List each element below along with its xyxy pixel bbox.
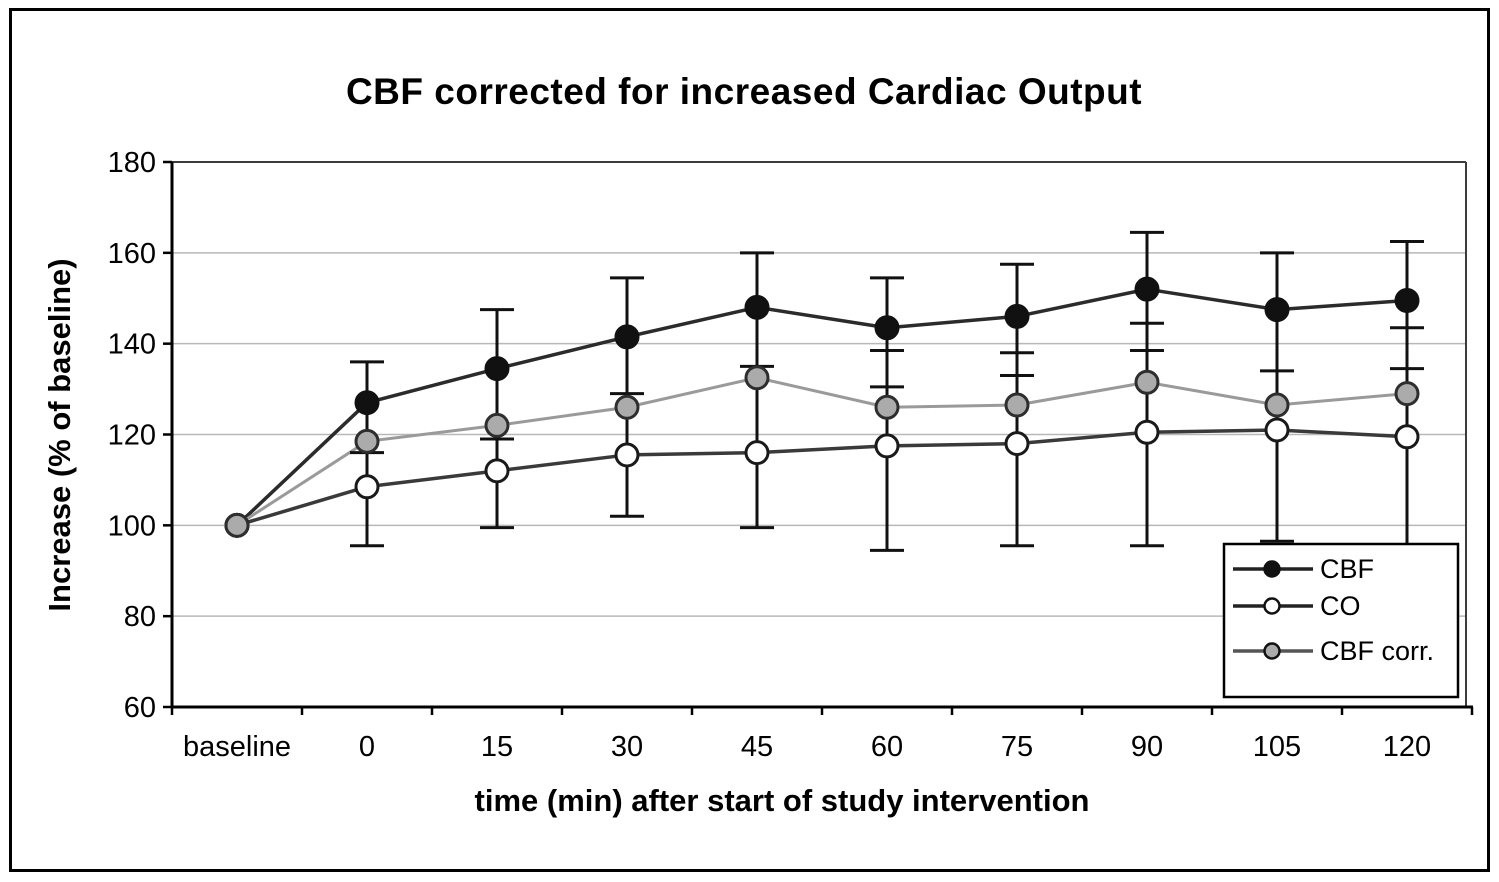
legend-label: CO: [1320, 591, 1361, 621]
marker-CO: [1394, 424, 1420, 450]
legend-label: CBF corr.: [1320, 636, 1434, 666]
legend-label: CBF: [1320, 554, 1374, 584]
y-tick-label: 160: [108, 238, 156, 270]
x-tick-label: 45: [741, 731, 773, 763]
y-axis-title: Increase (% of baseline): [42, 258, 77, 611]
x-tick-label: 15: [481, 731, 513, 763]
legend-marker-gray-filled-circle: [1263, 642, 1281, 660]
legend-marker-filled-circle: [1263, 560, 1281, 578]
marker-CBF: [354, 390, 380, 416]
data-markers: [224, 276, 1420, 538]
y-axis-ticks: 60 80 100 120 140 160 180: [108, 147, 172, 724]
marker-CO: [1134, 419, 1160, 445]
x-tick-label: baseline: [183, 731, 291, 763]
x-tick-label: 30: [611, 731, 643, 763]
marker-CO: [744, 440, 770, 466]
y-tick-label: 60: [124, 692, 156, 724]
marker-CO: [484, 458, 510, 484]
series-line-CBF: [235, 287, 1408, 527]
marker-CBF-corr-: [614, 394, 640, 420]
marker-CO: [614, 442, 640, 468]
series-line-CBF-corr-: [236, 376, 1408, 527]
y-tick-label: 120: [108, 420, 156, 452]
marker-CBF-corr-: [1264, 392, 1290, 418]
marker-CBF: [1004, 303, 1030, 329]
y-tick-label: 100: [108, 510, 156, 542]
marker-CBF: [1394, 288, 1420, 314]
x-tick-label: 105: [1253, 731, 1301, 763]
marker-CBF-corr-: [1134, 369, 1160, 395]
marker-CO: [354, 474, 380, 500]
x-tick-label: 0: [359, 731, 375, 763]
marker-CO: [1264, 417, 1290, 443]
y-tick-label: 140: [108, 329, 156, 361]
marker-CBF: [614, 324, 640, 350]
marker-CBF-corr-: [484, 412, 510, 438]
x-tick-label: 60: [871, 731, 903, 763]
y-tick-label: 180: [108, 147, 156, 179]
marker-CBF-corr-: [744, 365, 770, 391]
x-tick-label: 90: [1131, 731, 1163, 763]
marker-CO: [874, 433, 900, 459]
figure-border: [9, 8, 1490, 872]
error-bars: [350, 230, 1424, 552]
marker-CBF: [1264, 297, 1290, 323]
marker-CO: [1004, 431, 1030, 457]
legend-entry: CO: [1233, 591, 1361, 621]
legend: CBF CO CBF corr.: [1222, 542, 1460, 699]
legend-entry: CBF: [1233, 554, 1374, 584]
marker-CBF-corr-: [1394, 381, 1420, 407]
y-tick-label: 80: [124, 601, 156, 633]
x-tick-label: 75: [1001, 731, 1033, 763]
x-tick-label: 120: [1383, 731, 1431, 763]
marker-CBF-corr-: [354, 428, 380, 454]
marker-CBF: [1134, 276, 1160, 302]
x-axis-title: time (min) after start of study interven…: [475, 783, 1090, 818]
marker-CBF: [744, 294, 770, 320]
marker-CBF: [484, 356, 510, 382]
marker-CBF-corr-: [1004, 392, 1030, 418]
chart-title: CBF corrected for increased Cardiac Outp…: [346, 71, 1142, 112]
legend-marker-open-circle: [1263, 597, 1281, 615]
series-lines: [235, 287, 1408, 528]
x-axis-ticks: baseline 0 15 30 45 60 75 90 105 120: [170, 707, 1474, 763]
marker-CBF: [874, 315, 900, 341]
marker-CBF-corr-: [224, 512, 250, 538]
series-line-CO: [236, 428, 1408, 528]
legend-entry: CBF corr.: [1233, 636, 1434, 666]
marker-CBF-corr-: [874, 394, 900, 420]
